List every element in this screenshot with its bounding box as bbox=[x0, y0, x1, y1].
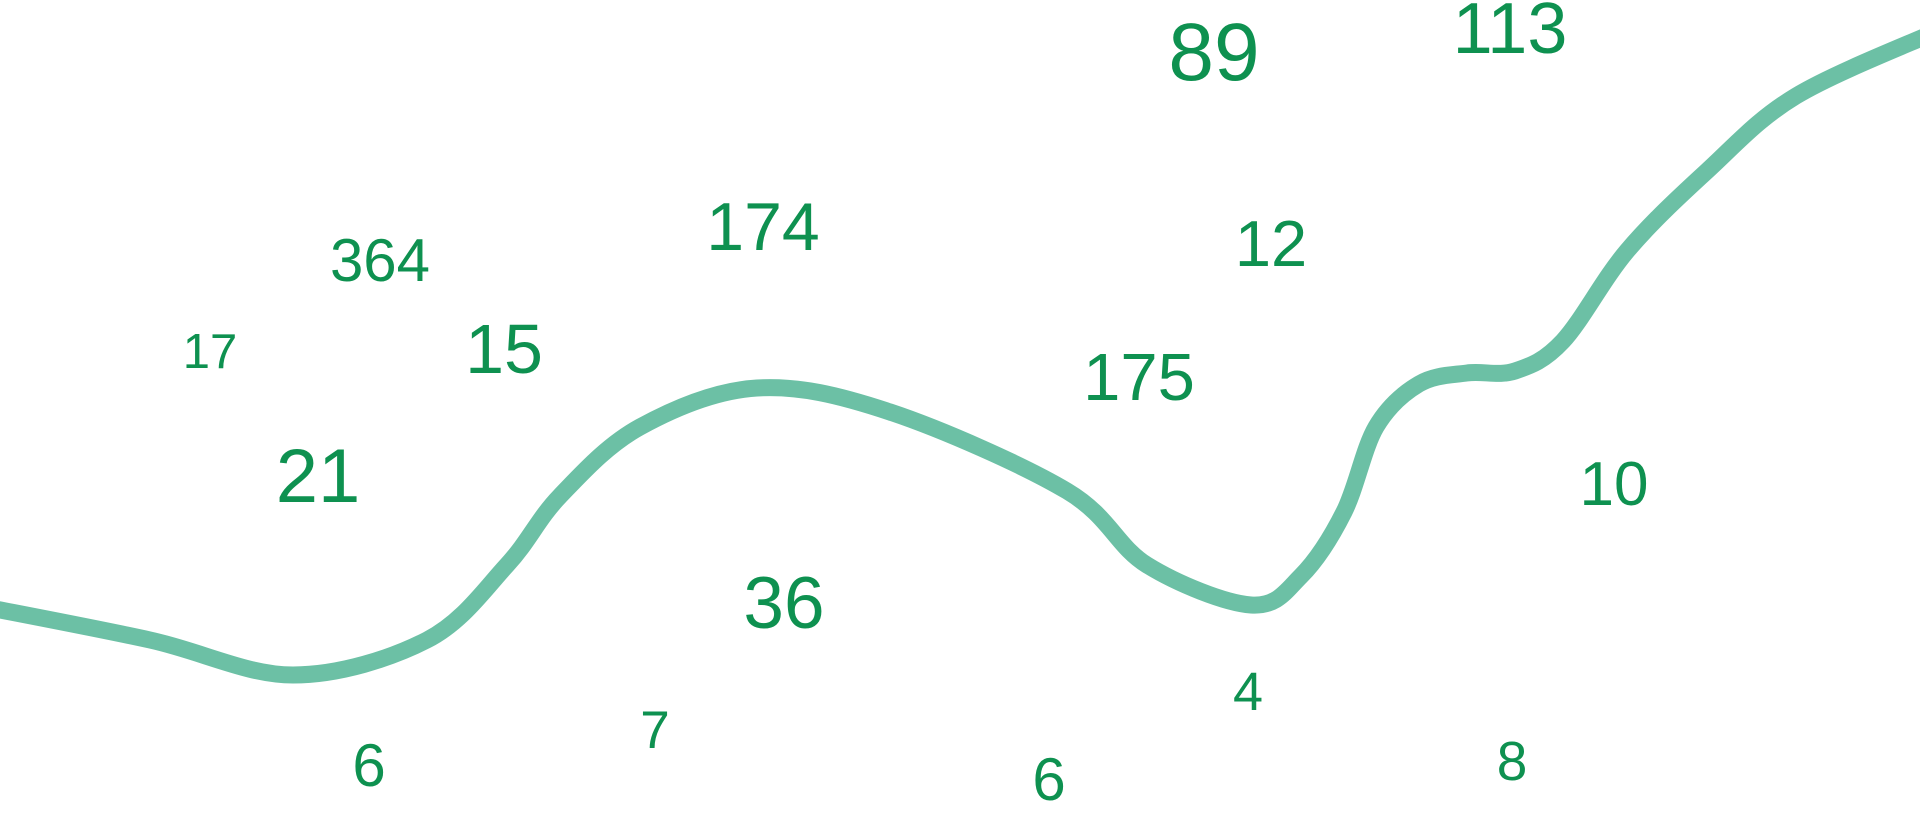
number-label: 36 bbox=[743, 563, 824, 644]
number-label: 15 bbox=[465, 310, 543, 388]
number-label: 10 bbox=[1580, 450, 1649, 519]
number-label: 113 bbox=[1453, 0, 1568, 69]
number-label: 364 bbox=[330, 227, 430, 294]
number-label: 21 bbox=[276, 434, 361, 519]
number-label: 89 bbox=[1168, 7, 1259, 98]
number-label: 12 bbox=[1235, 207, 1307, 280]
number-label: 174 bbox=[706, 189, 819, 265]
number-label: 175 bbox=[1083, 340, 1195, 415]
wavy-curve bbox=[0, 29, 1920, 684]
number-label: 8 bbox=[1497, 730, 1528, 792]
number-label: 4 bbox=[1233, 662, 1263, 722]
number-label: 6 bbox=[1032, 746, 1065, 813]
number-label: 17 bbox=[183, 325, 238, 379]
number-label: 7 bbox=[640, 701, 669, 760]
number-label: 6 bbox=[352, 732, 385, 799]
